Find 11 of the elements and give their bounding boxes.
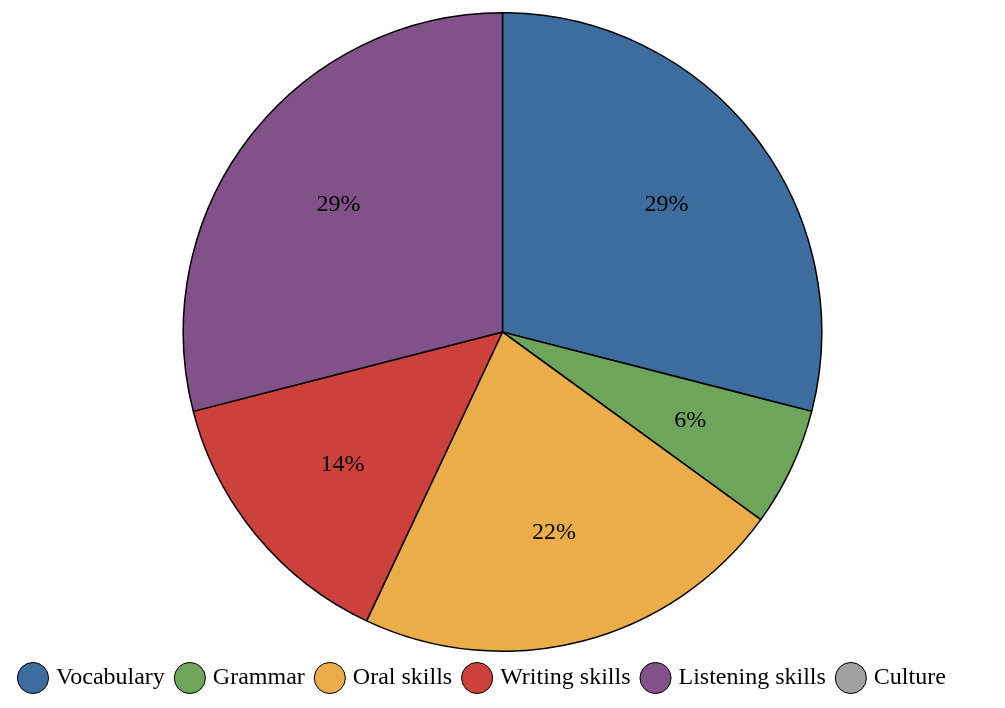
legend-label: Vocabulary: [56, 663, 165, 690]
legend-label: Oral skills: [352, 663, 453, 690]
legend-label: Grammar: [212, 663, 305, 690]
legend-label: Listening skills: [678, 663, 826, 690]
data-label: 29%: [316, 190, 361, 217]
legend-label: Writing skills: [500, 663, 631, 690]
data-label: 29%: [644, 190, 689, 217]
data-label: 22%: [532, 518, 577, 545]
legend-label: Culture: [873, 663, 946, 690]
data-label: 14%: [320, 449, 365, 476]
data-label: 6%: [674, 405, 707, 432]
